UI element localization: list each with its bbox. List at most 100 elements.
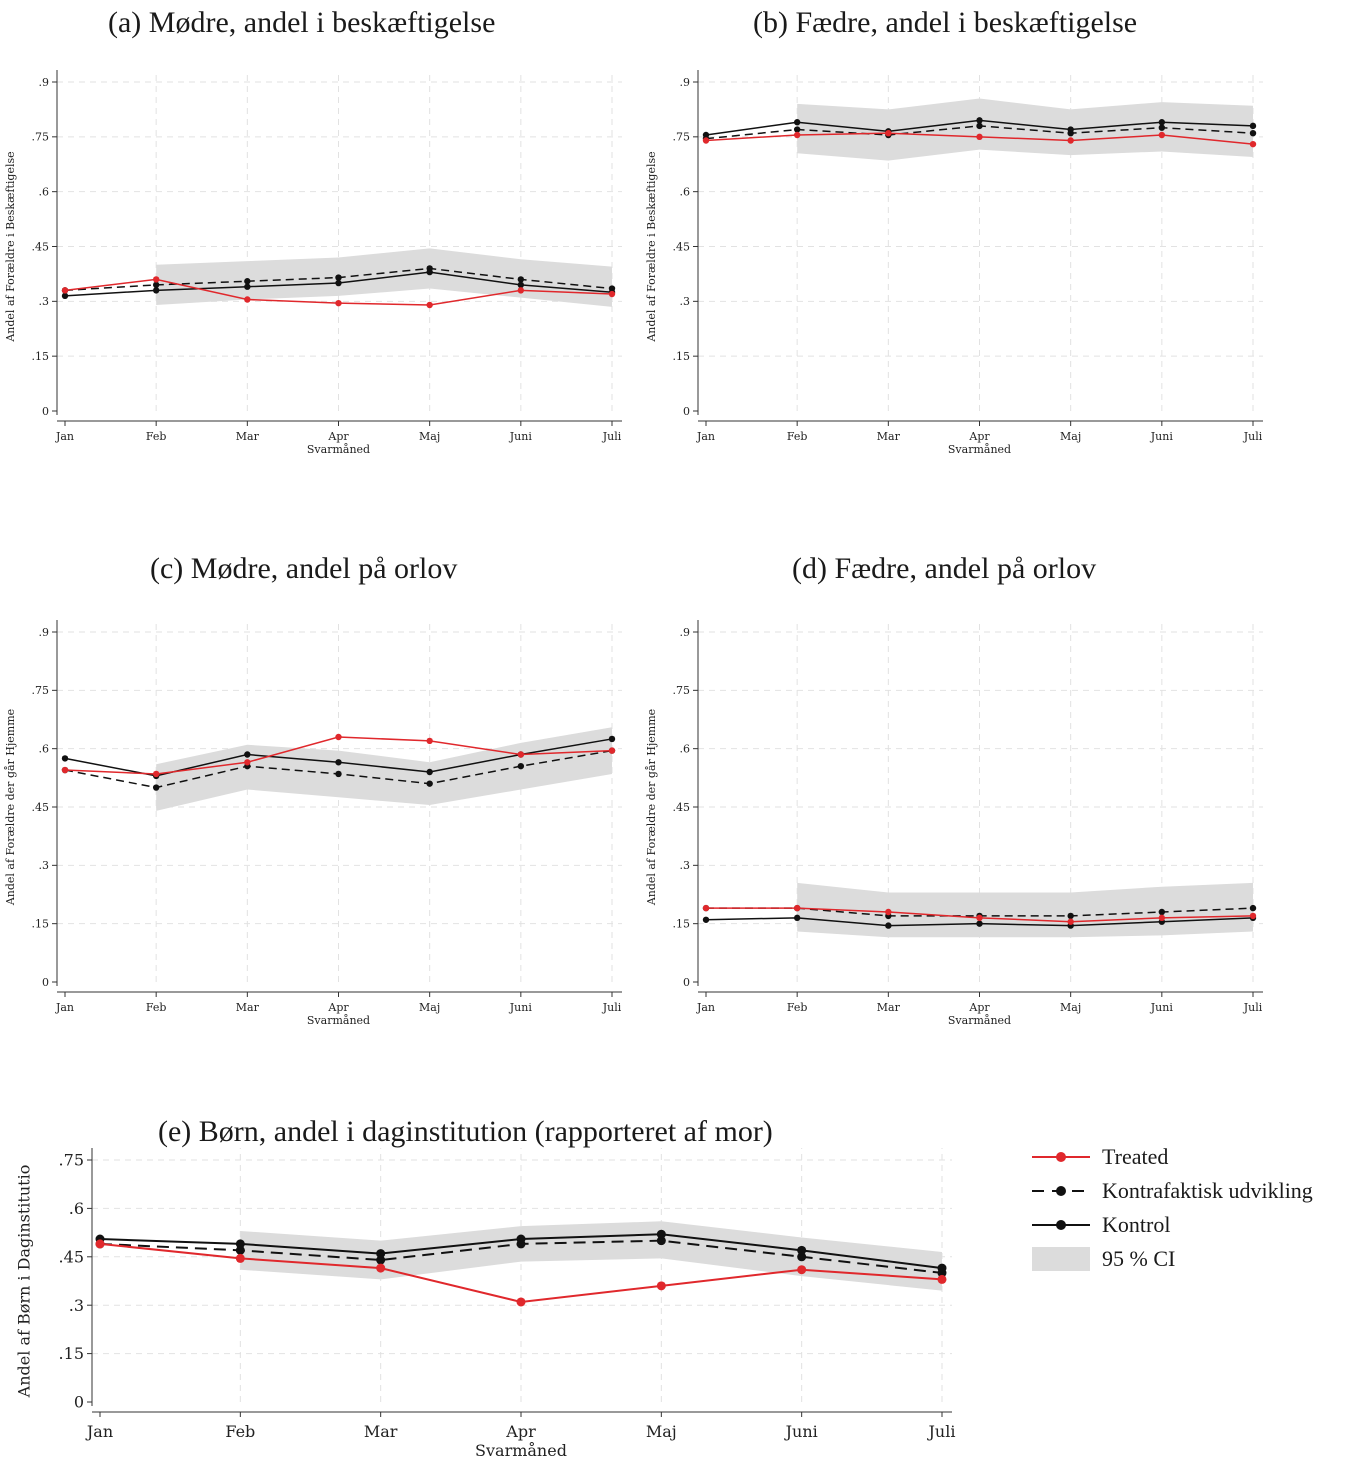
data-point-control xyxy=(976,117,983,124)
data-point-treated xyxy=(885,908,892,916)
y-axis-title: Andel af Børn i Daginstitutio xyxy=(15,1165,34,1399)
data-point-control xyxy=(244,283,251,290)
y-tick-label: .75 xyxy=(32,131,50,144)
data-point-treated xyxy=(793,904,801,912)
x-tick-label: Mar xyxy=(236,1001,260,1014)
legend-item-control: Kontrol xyxy=(1030,1208,1345,1242)
data-point-treated xyxy=(61,287,69,294)
y-tick-label: .15 xyxy=(673,918,691,931)
x-axis-title: Svarmåned xyxy=(948,1014,1011,1027)
data-point-treated xyxy=(152,276,160,283)
y-tick-label: .15 xyxy=(673,350,691,363)
x-tick-label: Juli xyxy=(602,430,622,443)
x-tick-label: Jan xyxy=(55,1001,74,1014)
data-point-control xyxy=(235,1239,245,1249)
x-tick-label: Maj xyxy=(1060,1001,1081,1014)
data-point-treated xyxy=(376,1263,386,1273)
data-point-control xyxy=(976,920,983,927)
y-tick-label: .15 xyxy=(32,918,50,931)
x-tick-label: Juni xyxy=(784,1422,818,1441)
y-tick-label: .45 xyxy=(673,240,691,253)
y-tick-label: .45 xyxy=(59,1247,84,1266)
data-point-counterfactual xyxy=(1249,904,1257,912)
chart-panel-b: 0 .15 .3 .45 .6 .75 .9 Jan Feb Mar Apr Maj Juni Juli S… xyxy=(645,70,1263,456)
x-tick-label: Mar xyxy=(877,430,901,443)
y-tick-label: .75 xyxy=(32,684,50,697)
x-tick-label: Jan xyxy=(696,1001,715,1014)
data-point-treated xyxy=(1158,914,1166,922)
y-tick-label: 0 xyxy=(42,405,49,418)
y-tick-label: .15 xyxy=(59,1344,84,1363)
data-point-treated xyxy=(335,733,342,741)
ci-band xyxy=(797,98,1253,161)
data-point-treated xyxy=(61,766,69,774)
ci-band xyxy=(156,727,612,811)
legend-item-counterfactual: Kontrafaktisk udvikling xyxy=(1030,1174,1345,1208)
data-point-treated xyxy=(244,759,251,766)
x-tick-label: Maj xyxy=(419,430,440,443)
data-point-treated xyxy=(1249,912,1257,920)
data-point-counterfactual xyxy=(517,276,525,283)
y-tick-label: .45 xyxy=(673,801,691,814)
x-tick-label: Jan xyxy=(55,430,74,443)
chart-title-b: (b) Fædre, andel i beskæftigelse xyxy=(753,6,1138,39)
x-tick-label: Maj xyxy=(646,1422,677,1441)
y-tick-label: .6 xyxy=(39,186,50,199)
chart-panel-c: 0 .15 .3 .45 .6 .75 .9 Jan Feb Mar Apr Maj Juni Juli S… xyxy=(4,620,622,1027)
y-tick-label: .75 xyxy=(59,1151,84,1170)
data-point-control xyxy=(793,119,801,126)
x-tick-label: Maj xyxy=(1060,430,1081,443)
x-tick-label: Apr xyxy=(968,430,990,443)
y-tick-label: 0 xyxy=(683,405,690,418)
chart-title-c: (c) Mødre, andel på orlov xyxy=(150,552,458,585)
chart-panel-d: 0 .15 .3 .45 .6 .75 .9 Jan Feb Mar Apr Maj Juni Juli S… xyxy=(645,620,1263,1027)
y-tick-label: .3 xyxy=(69,1296,84,1315)
data-point-control xyxy=(376,1249,386,1259)
x-axis-title: Svarmåned xyxy=(948,443,1011,456)
data-point-counterfactual xyxy=(797,1252,807,1262)
x-tick-label: Apr xyxy=(327,430,349,443)
data-point-control xyxy=(608,735,616,743)
data-point-treated xyxy=(608,747,616,754)
x-tick-label: Juli xyxy=(1243,1001,1263,1014)
data-point-treated xyxy=(1158,131,1166,139)
data-point-treated xyxy=(517,751,525,758)
x-tick-label: Feb xyxy=(225,1422,255,1441)
x-tick-label: Feb xyxy=(787,430,808,443)
data-point-treated xyxy=(656,1281,666,1291)
y-tick-label: .9 xyxy=(680,626,691,639)
data-point-treated xyxy=(1249,140,1257,148)
x-tick-label: Juni xyxy=(509,430,533,443)
data-point-counterfactual xyxy=(1158,908,1166,916)
x-axis-title: Svarmåned xyxy=(307,1014,370,1027)
x-tick-label: Juni xyxy=(509,1001,533,1014)
chart-legend: Treated Kontrafaktisk udvikling Kontrol … xyxy=(1030,1140,1345,1276)
legend-swatch-treated xyxy=(1032,1152,1090,1162)
data-point-control xyxy=(61,755,69,762)
data-point-treated xyxy=(1067,137,1074,144)
data-point-treated xyxy=(797,1265,807,1275)
y-tick-label: 0 xyxy=(74,1393,84,1412)
x-tick-label: Feb xyxy=(146,430,167,443)
y-axis-title: Andel af Forældre i Beskæftigelse xyxy=(4,151,17,342)
data-point-control xyxy=(797,1245,807,1255)
data-point-treated xyxy=(235,1253,245,1263)
data-point-control xyxy=(702,916,710,923)
x-axis-title: Svarmåned xyxy=(307,443,370,456)
x-tick-label: Juli xyxy=(1243,430,1263,443)
data-point-control xyxy=(61,292,69,300)
y-tick-label: 0 xyxy=(42,976,49,989)
y-tick-label: .3 xyxy=(39,859,50,872)
data-point-treated xyxy=(608,290,616,298)
x-tick-label: Apr xyxy=(327,1001,349,1014)
data-point-treated xyxy=(937,1274,947,1284)
x-tick-label: Jan xyxy=(85,1422,113,1441)
x-tick-label: Maj xyxy=(419,1001,440,1014)
y-tick-label: .6 xyxy=(69,1199,84,1218)
y-tick-label: .45 xyxy=(32,240,50,253)
y-tick-label: .45 xyxy=(32,801,50,814)
data-point-counterfactual xyxy=(235,1245,245,1255)
data-point-control xyxy=(517,281,525,289)
data-point-control xyxy=(244,751,251,758)
data-point-control xyxy=(335,759,342,766)
